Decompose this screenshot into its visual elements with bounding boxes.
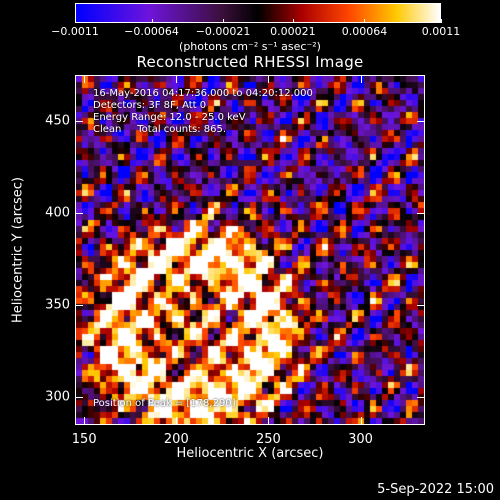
colorbar-tick-label: −0.00064 [124,25,179,38]
y-axis-label: Heliocentric Y (arcsec) [10,177,26,323]
y-tick-label: 300 [45,389,70,405]
colorbar-tick-label: −0.00021 [195,25,251,38]
y-tick-label: 450 [45,113,70,129]
colorbar-tick-mark [151,19,153,23]
heatmap-plot [75,75,425,425]
colorbar-tick-label: 0.0011 [421,25,461,38]
y-tick-mark [417,397,424,399]
heatmap-image [76,76,424,424]
y-tick-mark [76,397,83,399]
y-tick-mark [76,305,83,307]
energy-range-label: Energy Range: 12.0 - 25.0 keV [93,112,246,123]
peak-position-label: Position of Peak = [178,290] [93,398,236,409]
y-tick-mark [417,305,424,307]
colorbar-tick-mark [292,19,294,23]
x-tick-mark [360,417,362,424]
y-tick-label: 400 [45,205,70,221]
y-tick-mark [417,213,424,215]
y-tick-mark [76,213,83,215]
colorbar-tick-mark [364,19,366,23]
x-tick-mark [268,76,270,83]
x-tick-mark [84,76,86,83]
time-range-label: 16-May-2016 04:17:36.000 to 04:20:12.000 [93,88,313,99]
colorbar-tick-mark [75,19,76,23]
colorbar-gradient [76,4,440,22]
x-tick-mark [360,76,362,83]
x-tick-mark [268,417,270,424]
x-tick-label: 150 [71,432,97,447]
x-tick-mark [176,76,178,83]
x-tick-label: 250 [255,432,281,447]
y-tick-mark [417,121,424,123]
x-axis-label: Heliocentric X (arcsec) [176,446,324,461]
colorbar-tick-label: −0.0011 [51,25,99,38]
y-tick-mark [76,121,83,123]
colorbar-tick-mark [223,19,225,23]
clean-counts-label: Clean Total counts: 865. [93,124,227,135]
colorbar [75,3,441,23]
x-tick-mark [84,417,86,424]
colorbar-tick-label: 0.00064 [341,25,388,38]
colorbar-tick-mark [441,19,442,23]
colorbar-tick-label: 0.00021 [270,25,316,38]
detectors-label: Detectors: 3F 8F, Att 0 [93,100,207,111]
y-tick-label: 350 [45,297,70,313]
x-tick-label: 200 [163,432,189,447]
x-tick-mark [176,417,178,424]
colorbar-units: (photons cm⁻² s⁻¹ asec⁻²) [179,40,321,53]
chart-title: Reconstructed RHESSI Image [136,53,364,71]
date-stamp: 5-Sep-2022 15:00 [377,482,494,497]
x-tick-label: 300 [348,432,373,447]
